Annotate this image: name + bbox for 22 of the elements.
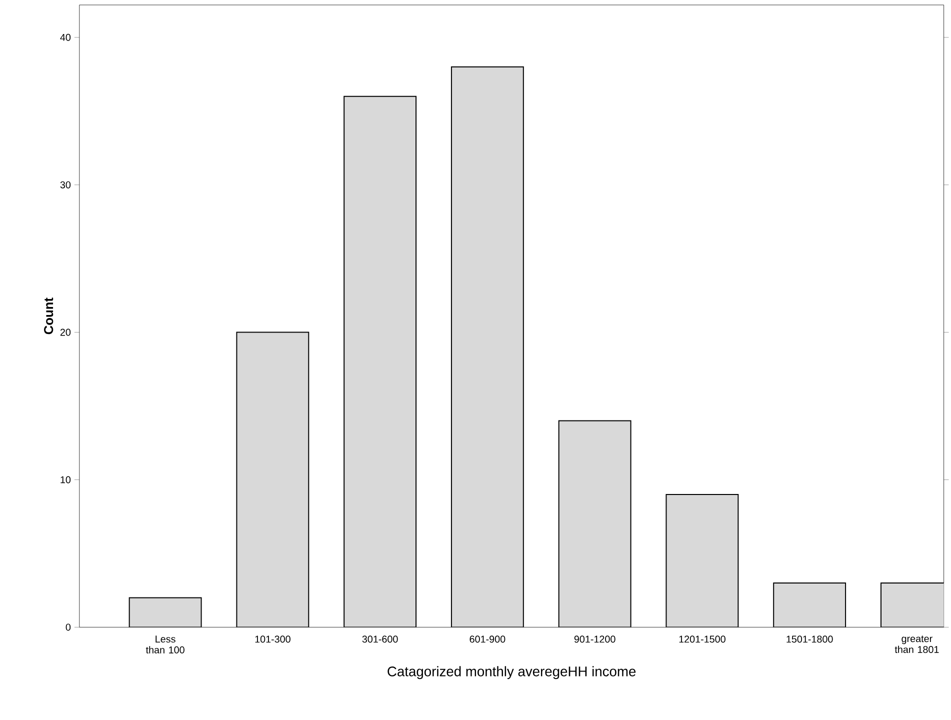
bar	[128, 596, 202, 627]
x-tick-label: 901-1200	[574, 635, 616, 642]
bar	[558, 420, 632, 627]
y-tick-label: 20	[60, 328, 71, 336]
bar	[450, 66, 524, 627]
y-tick-label: 0	[66, 623, 71, 630]
x-tick-label: 301-600	[362, 635, 398, 642]
bar	[236, 332, 310, 627]
x-tick-label: 1201-1500	[679, 635, 726, 642]
x-axis-title: Catagorized monthly averegeHH income	[388, 666, 636, 679]
x-tick-label: 1501-1800	[786, 635, 833, 642]
y-tick-label: 40	[60, 34, 71, 41]
x-tick-label: 601-900	[470, 635, 506, 642]
y-axis-title: Count	[44, 297, 54, 334]
x-tick-label: Less than 100	[146, 635, 184, 654]
bar	[344, 96, 417, 627]
x-tick-label: 101-300	[255, 635, 290, 642]
bar	[773, 582, 846, 627]
y-tick-label: 30	[60, 181, 71, 188]
y-tick-label: 10	[60, 476, 71, 484]
bar	[666, 494, 738, 627]
x-tick-label: greater than 1801	[894, 635, 939, 653]
